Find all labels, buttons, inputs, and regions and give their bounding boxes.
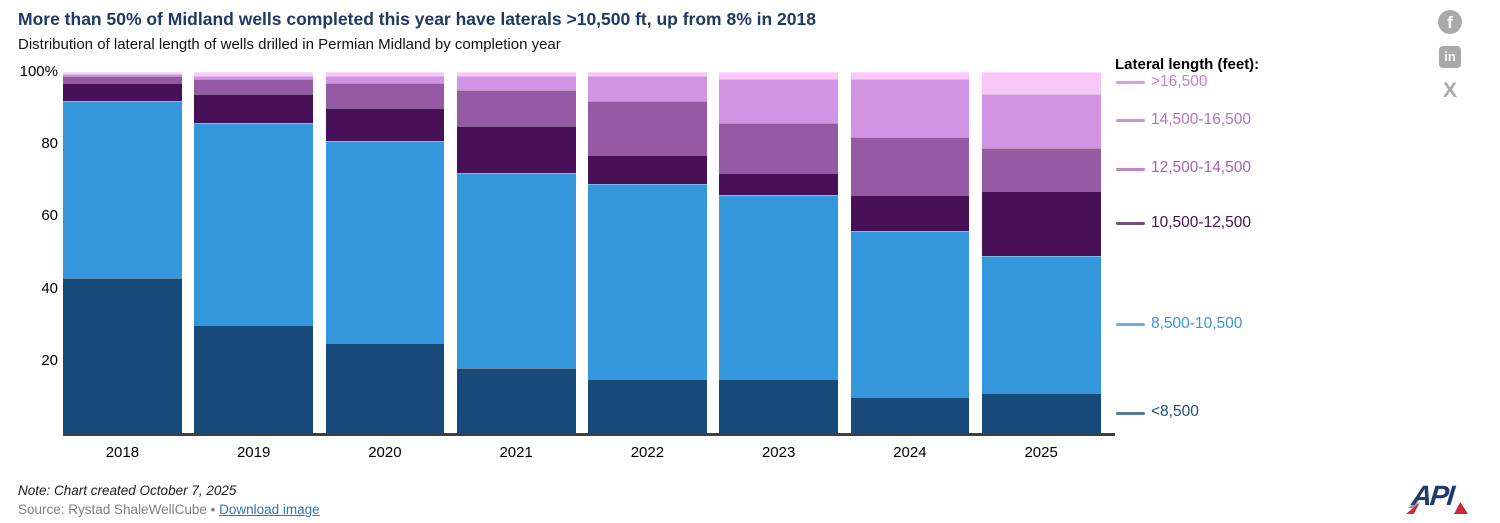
api-logo-text: API [1410,480,1455,511]
bar-segment-2022 [588,100,707,156]
y-axis-tick-label: 40 [41,279,58,297]
bar-segment-2021 [456,90,576,127]
x-axis-label-2025: 2025 [1024,444,1058,461]
bar-segment-2019 [194,79,313,94]
bar-segment-2021 [456,173,576,369]
bar-segment-2024 [850,79,970,137]
social-share-bar: f in X [1437,10,1463,102]
bar-segment-2020 [325,72,445,76]
bar-segment-2021 [456,126,576,174]
y-axis-tick-label: 100% [19,63,58,80]
x-axis-label-2024: 2024 [893,444,927,461]
legend-item-label: 14,500-16,500 [1151,110,1251,128]
bar-segment-2023 [719,173,838,195]
footnote: Note: Chart created October 7, 2025 [18,483,237,498]
bar-segment-2020 [325,140,445,343]
linkedin-icon[interactable]: in [1439,46,1461,68]
legend-connector [1116,167,1145,171]
legend-title: Lateral length (feet): [1115,56,1260,73]
bar-segment-2024 [850,230,970,397]
x-axis-label-2021: 2021 [499,444,533,461]
legend-item-label: 12,500-14,500 [1151,159,1251,177]
bar-segment-2025 [981,147,1101,192]
chart-subtitle: Distribution of lateral length of wells … [18,36,561,53]
y-axis-tick-label: 60 [41,207,58,225]
bar-segment-2019 [194,324,313,433]
bar-segment-2019 [194,72,313,76]
x-axis-label-2023: 2023 [761,444,796,461]
bar-segment-2024 [850,396,970,433]
bar-segment-2023 [719,79,838,123]
x-axis-label-2018: 2018 [105,444,140,461]
y-axis-tick-label: 80 [41,135,58,153]
legend-connector [1116,81,1145,85]
bar-segment-2018 [63,73,182,76]
bar-segment-2022 [588,183,707,379]
bar-segment-2023 [719,194,838,379]
bar-segment-2025 [981,256,1101,394]
api-logo: API [1406,480,1468,518]
bar-segment-2020 [325,342,445,433]
api-logo-red-accent-right [1454,502,1468,514]
bar-segment-2018 [63,75,182,83]
x-axis-label-2020: 2020 [368,444,402,461]
x-axis-baseline [63,433,1115,436]
legend-item-label: 8,500-10,500 [1151,314,1243,332]
bar-segment-2020 [325,108,445,141]
legend-item-label: <8,500 [1151,403,1199,421]
legend-item-label: >16,500 [1151,72,1208,90]
bar-segment-2018 [63,100,182,278]
bar-segment-2022 [588,378,707,433]
bar-segment-2019 [194,75,313,80]
bar-segment-2021 [456,72,576,76]
bar-segment-2025 [981,72,1101,94]
bar-segment-2018 [63,82,182,101]
bar-segment-2020 [325,75,445,83]
bar-segment-2018 [63,277,182,433]
source-text: Source: Rystad ShaleWellCube [18,502,207,517]
bar-segment-2025 [981,93,1101,148]
x-twitter-icon[interactable]: X [1442,79,1457,102]
bar-segment-2022 [588,155,707,184]
bar-segment-2023 [719,72,838,80]
chart-title: More than 50% of Midland wells completed… [18,9,816,29]
x-axis-label-2022: 2022 [630,444,665,461]
bar-segment-2021 [456,75,576,91]
download-image-link[interactable]: Download image [219,502,320,517]
bar-segment-2019 [194,122,313,325]
bar-segment-2024 [850,194,970,231]
y-axis-tick-label: 20 [41,351,58,369]
facebook-icon[interactable]: f [1438,10,1462,34]
legend-connector [1116,222,1145,226]
legend-connector [1116,323,1145,327]
bar-segment-2023 [719,378,838,433]
bar-segment-2020 [325,82,445,109]
bar-segment-2025 [981,191,1101,257]
bar-segment-2019 [194,93,313,123]
legend-connector [1116,411,1145,415]
source-line: Source: Rystad ShaleWellCube • Download … [18,502,320,517]
bar-segment-2023 [719,122,838,174]
bar-segment-2024 [850,72,970,80]
api-logo-gray-accent [1408,498,1420,508]
bar-segment-2022 [588,72,707,76]
bar-segment-2025 [981,393,1101,433]
bar-segment-2024 [850,136,970,195]
legend-item-label: 10,500-12,500 [1151,213,1251,231]
legend-connector [1116,119,1145,123]
bar-segment-2021 [456,368,576,433]
source-separator: • [210,502,216,517]
bar-segment-2018 [63,72,182,74]
bar-segment-2022 [588,75,707,101]
x-axis-label-2019: 2019 [236,444,271,461]
